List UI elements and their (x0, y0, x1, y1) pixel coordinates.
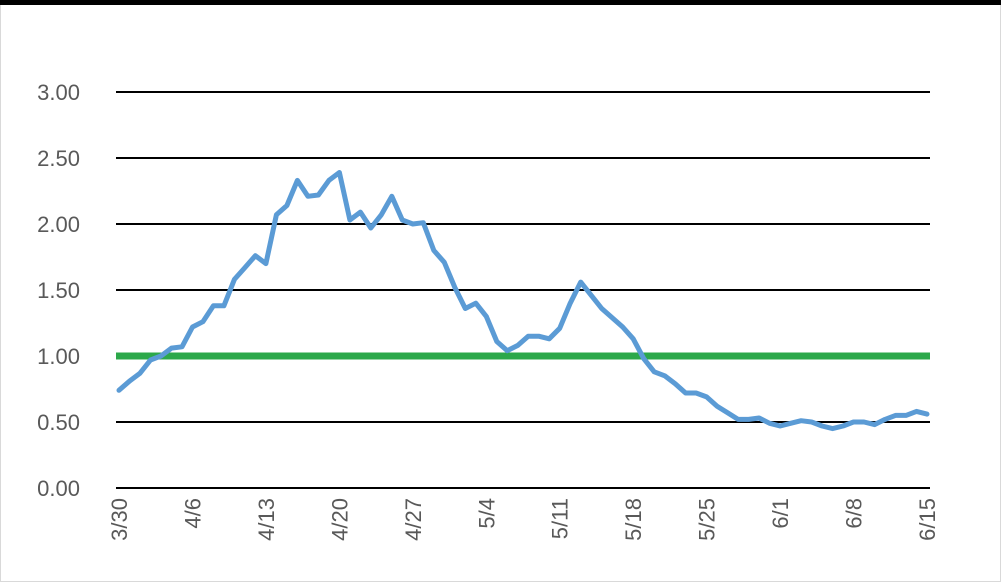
y-tick-label: 3.00 (37, 80, 80, 105)
top-border (0, 0, 1001, 5)
x-tick-label: 4/27 (401, 498, 426, 541)
y-tick-label: 2.00 (37, 212, 80, 237)
x-tick-label: 6/1 (768, 498, 793, 529)
gridlines (116, 91, 930, 489)
series-line (116, 170, 930, 432)
x-tick-label: 5/25 (695, 498, 720, 541)
y-tick-label: 1.50 (37, 278, 80, 303)
series-group (116, 170, 930, 432)
y-tick-label: 2.50 (37, 146, 80, 171)
x-tick-label: 5/4 (474, 498, 499, 529)
y-tick-label: 0.00 (37, 476, 80, 501)
y-tick-label: 0.50 (37, 410, 80, 435)
x-tick-label: 4/13 (254, 498, 279, 541)
x-tick-label: 3/30 (107, 498, 132, 541)
x-tick-label: 5/11 (548, 498, 573, 539)
y-tick-label: 1.00 (37, 344, 80, 369)
x-tick-label: 4/20 (327, 498, 352, 541)
x-tick-label: 4/6 (180, 498, 205, 529)
x-tick-label: 6/15 (915, 498, 940, 541)
x-axis-ticks: 3/30 4/6 4/13 4/20 4/27 5/4 5/11 5/18 5/25 6/1 6/8… (107, 498, 940, 541)
y-axis-ticks: 0.00 0.50 1.00 1.50 2.00 2.50 3.00 (37, 80, 80, 501)
x-tick-label: 6/8 (842, 498, 867, 529)
x-tick-label: 5/18 (621, 498, 646, 541)
